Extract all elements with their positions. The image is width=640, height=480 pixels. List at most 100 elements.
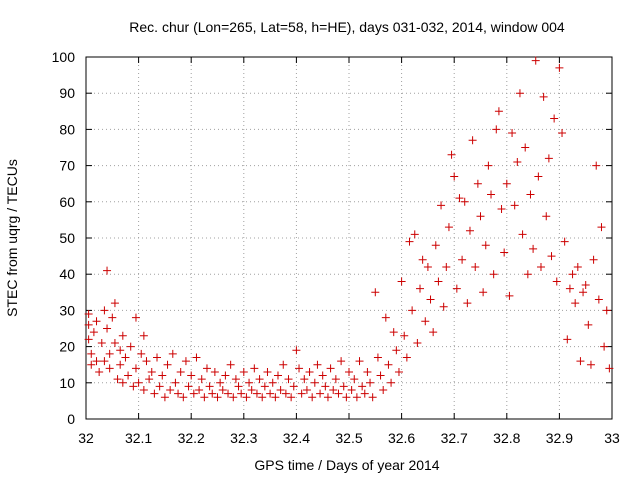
data-point <box>331 375 340 384</box>
data-point <box>502 179 511 188</box>
data-point <box>523 270 532 279</box>
data-point <box>200 393 209 402</box>
data-point <box>110 299 119 308</box>
data-point <box>242 393 251 402</box>
data-point <box>471 262 480 271</box>
data-point <box>155 382 164 391</box>
data-point <box>179 393 188 402</box>
data-point <box>329 386 338 395</box>
data-point <box>266 389 275 398</box>
data-point <box>521 143 530 152</box>
y-tick-label: 100 <box>52 49 76 65</box>
data-point <box>292 346 301 355</box>
chart-title: Rec. chur (Lon=265, Lat=58, h=HE), days … <box>129 19 565 35</box>
data-point <box>600 342 609 351</box>
data-point <box>408 306 417 315</box>
data-point <box>337 357 346 366</box>
data-point <box>226 360 235 369</box>
x-tick-label: 32 <box>78 430 94 446</box>
data-point <box>584 320 593 329</box>
y-tick-label: 80 <box>59 121 75 137</box>
data-point <box>213 393 222 402</box>
data-point <box>124 371 133 380</box>
data-point <box>339 382 348 391</box>
y-tick-label: 20 <box>59 339 75 355</box>
grid-lines <box>86 57 612 419</box>
x-axis-label: GPS time / Days of year 2014 <box>254 457 439 473</box>
data-point <box>360 389 369 398</box>
data-point <box>174 389 183 398</box>
data-point <box>202 364 211 373</box>
data-point <box>555 63 564 72</box>
data-point <box>197 375 206 384</box>
data-point <box>481 241 490 250</box>
data-point <box>166 386 175 395</box>
data-point <box>394 367 403 376</box>
data-point <box>434 277 443 286</box>
data-point <box>531 56 540 65</box>
data-point <box>100 357 109 366</box>
data-point <box>308 393 317 402</box>
data-point <box>281 389 290 398</box>
data-point <box>497 205 506 214</box>
data-point <box>139 386 148 395</box>
data-point <box>87 349 96 358</box>
data-point <box>263 367 272 376</box>
data-point <box>305 367 314 376</box>
data-point <box>258 393 267 402</box>
data-point <box>121 353 130 362</box>
data-point <box>458 255 467 264</box>
data-point <box>250 364 259 373</box>
data-point <box>342 393 351 402</box>
data-point <box>505 291 514 300</box>
data-point <box>229 393 238 402</box>
data-point <box>279 360 288 369</box>
data-point <box>105 364 114 373</box>
data-point <box>131 313 140 322</box>
data-point <box>563 335 572 344</box>
data-point <box>366 378 375 387</box>
data-point <box>116 346 125 355</box>
data-point <box>484 161 493 170</box>
data-point <box>518 230 527 239</box>
data-point <box>110 338 119 347</box>
data-point <box>313 360 322 369</box>
data-point <box>605 364 614 373</box>
data-point <box>373 353 382 362</box>
data-point <box>579 288 588 297</box>
data-point <box>287 393 296 402</box>
data-point <box>431 241 440 250</box>
data-point <box>100 306 109 315</box>
data-point <box>103 324 112 333</box>
data-point <box>571 299 580 308</box>
data-point <box>300 375 309 384</box>
y-tick-label: 60 <box>59 194 75 210</box>
data-point <box>492 125 501 134</box>
data-point <box>92 357 101 366</box>
data-point <box>268 378 277 387</box>
data-point <box>208 389 217 398</box>
data-point <box>597 223 606 232</box>
data-point <box>252 389 261 398</box>
data-point <box>103 266 112 275</box>
data-point <box>239 367 248 376</box>
data-point <box>534 172 543 181</box>
x-tick-label: 32.5 <box>335 430 362 446</box>
data-point <box>384 360 393 369</box>
data-point <box>118 331 127 340</box>
data-point <box>460 197 469 206</box>
data-point <box>116 360 125 369</box>
x-tick-label: 32.7 <box>441 430 468 446</box>
data-point <box>118 378 127 387</box>
data-point <box>468 136 477 145</box>
data-point <box>318 371 327 380</box>
data-point <box>150 389 159 398</box>
data-point <box>602 306 611 315</box>
data-point <box>297 389 306 398</box>
data-point <box>397 277 406 286</box>
data-point <box>284 375 293 384</box>
x-tick-label: 32.6 <box>388 430 415 446</box>
data-point <box>437 201 446 210</box>
data-point <box>494 107 503 116</box>
